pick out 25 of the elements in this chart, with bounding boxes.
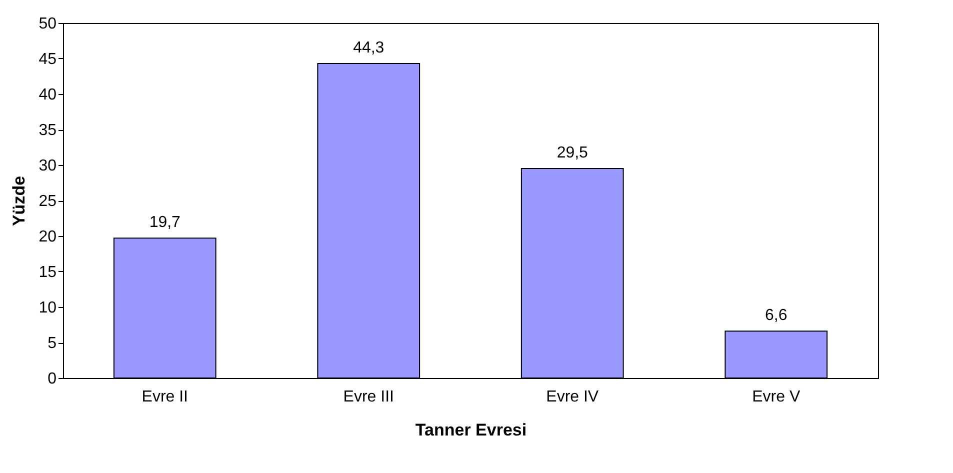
- y-tick-label: 35: [38, 122, 57, 139]
- x-axis-title: Tanner Evresi: [415, 420, 527, 440]
- data-label: 29,5: [556, 144, 588, 162]
- data-label: 6,6: [765, 307, 788, 324]
- y-tick-label: 0: [48, 370, 57, 388]
- x-tick-label: Evre IV: [546, 388, 599, 406]
- y-tick-label: 45: [38, 51, 57, 68]
- y-tick-label: 30: [38, 158, 57, 174]
- bar: [724, 330, 828, 378]
- y-tick-label: 10: [38, 300, 57, 316]
- bar: [113, 238, 216, 378]
- y-tick-label: 50: [38, 16, 57, 32]
- bar: [317, 62, 420, 378]
- y-tick-label: 15: [38, 264, 57, 281]
- data-label: 44,3: [353, 39, 384, 56]
- bar: [520, 168, 624, 378]
- x-tick-label: Evre III: [343, 388, 394, 406]
- y-tick-label: 20: [38, 228, 57, 246]
- y-tick-label: 5: [48, 335, 57, 352]
- x-tick-label: Evre II: [142, 388, 188, 406]
- y-tick-label: 40: [38, 86, 57, 104]
- data-label: 19,7: [149, 214, 181, 232]
- y-tick-label: 25: [38, 193, 57, 210]
- y-axis-title: Yüzde: [10, 176, 29, 226]
- x-tick-label: Evre V: [752, 388, 800, 406]
